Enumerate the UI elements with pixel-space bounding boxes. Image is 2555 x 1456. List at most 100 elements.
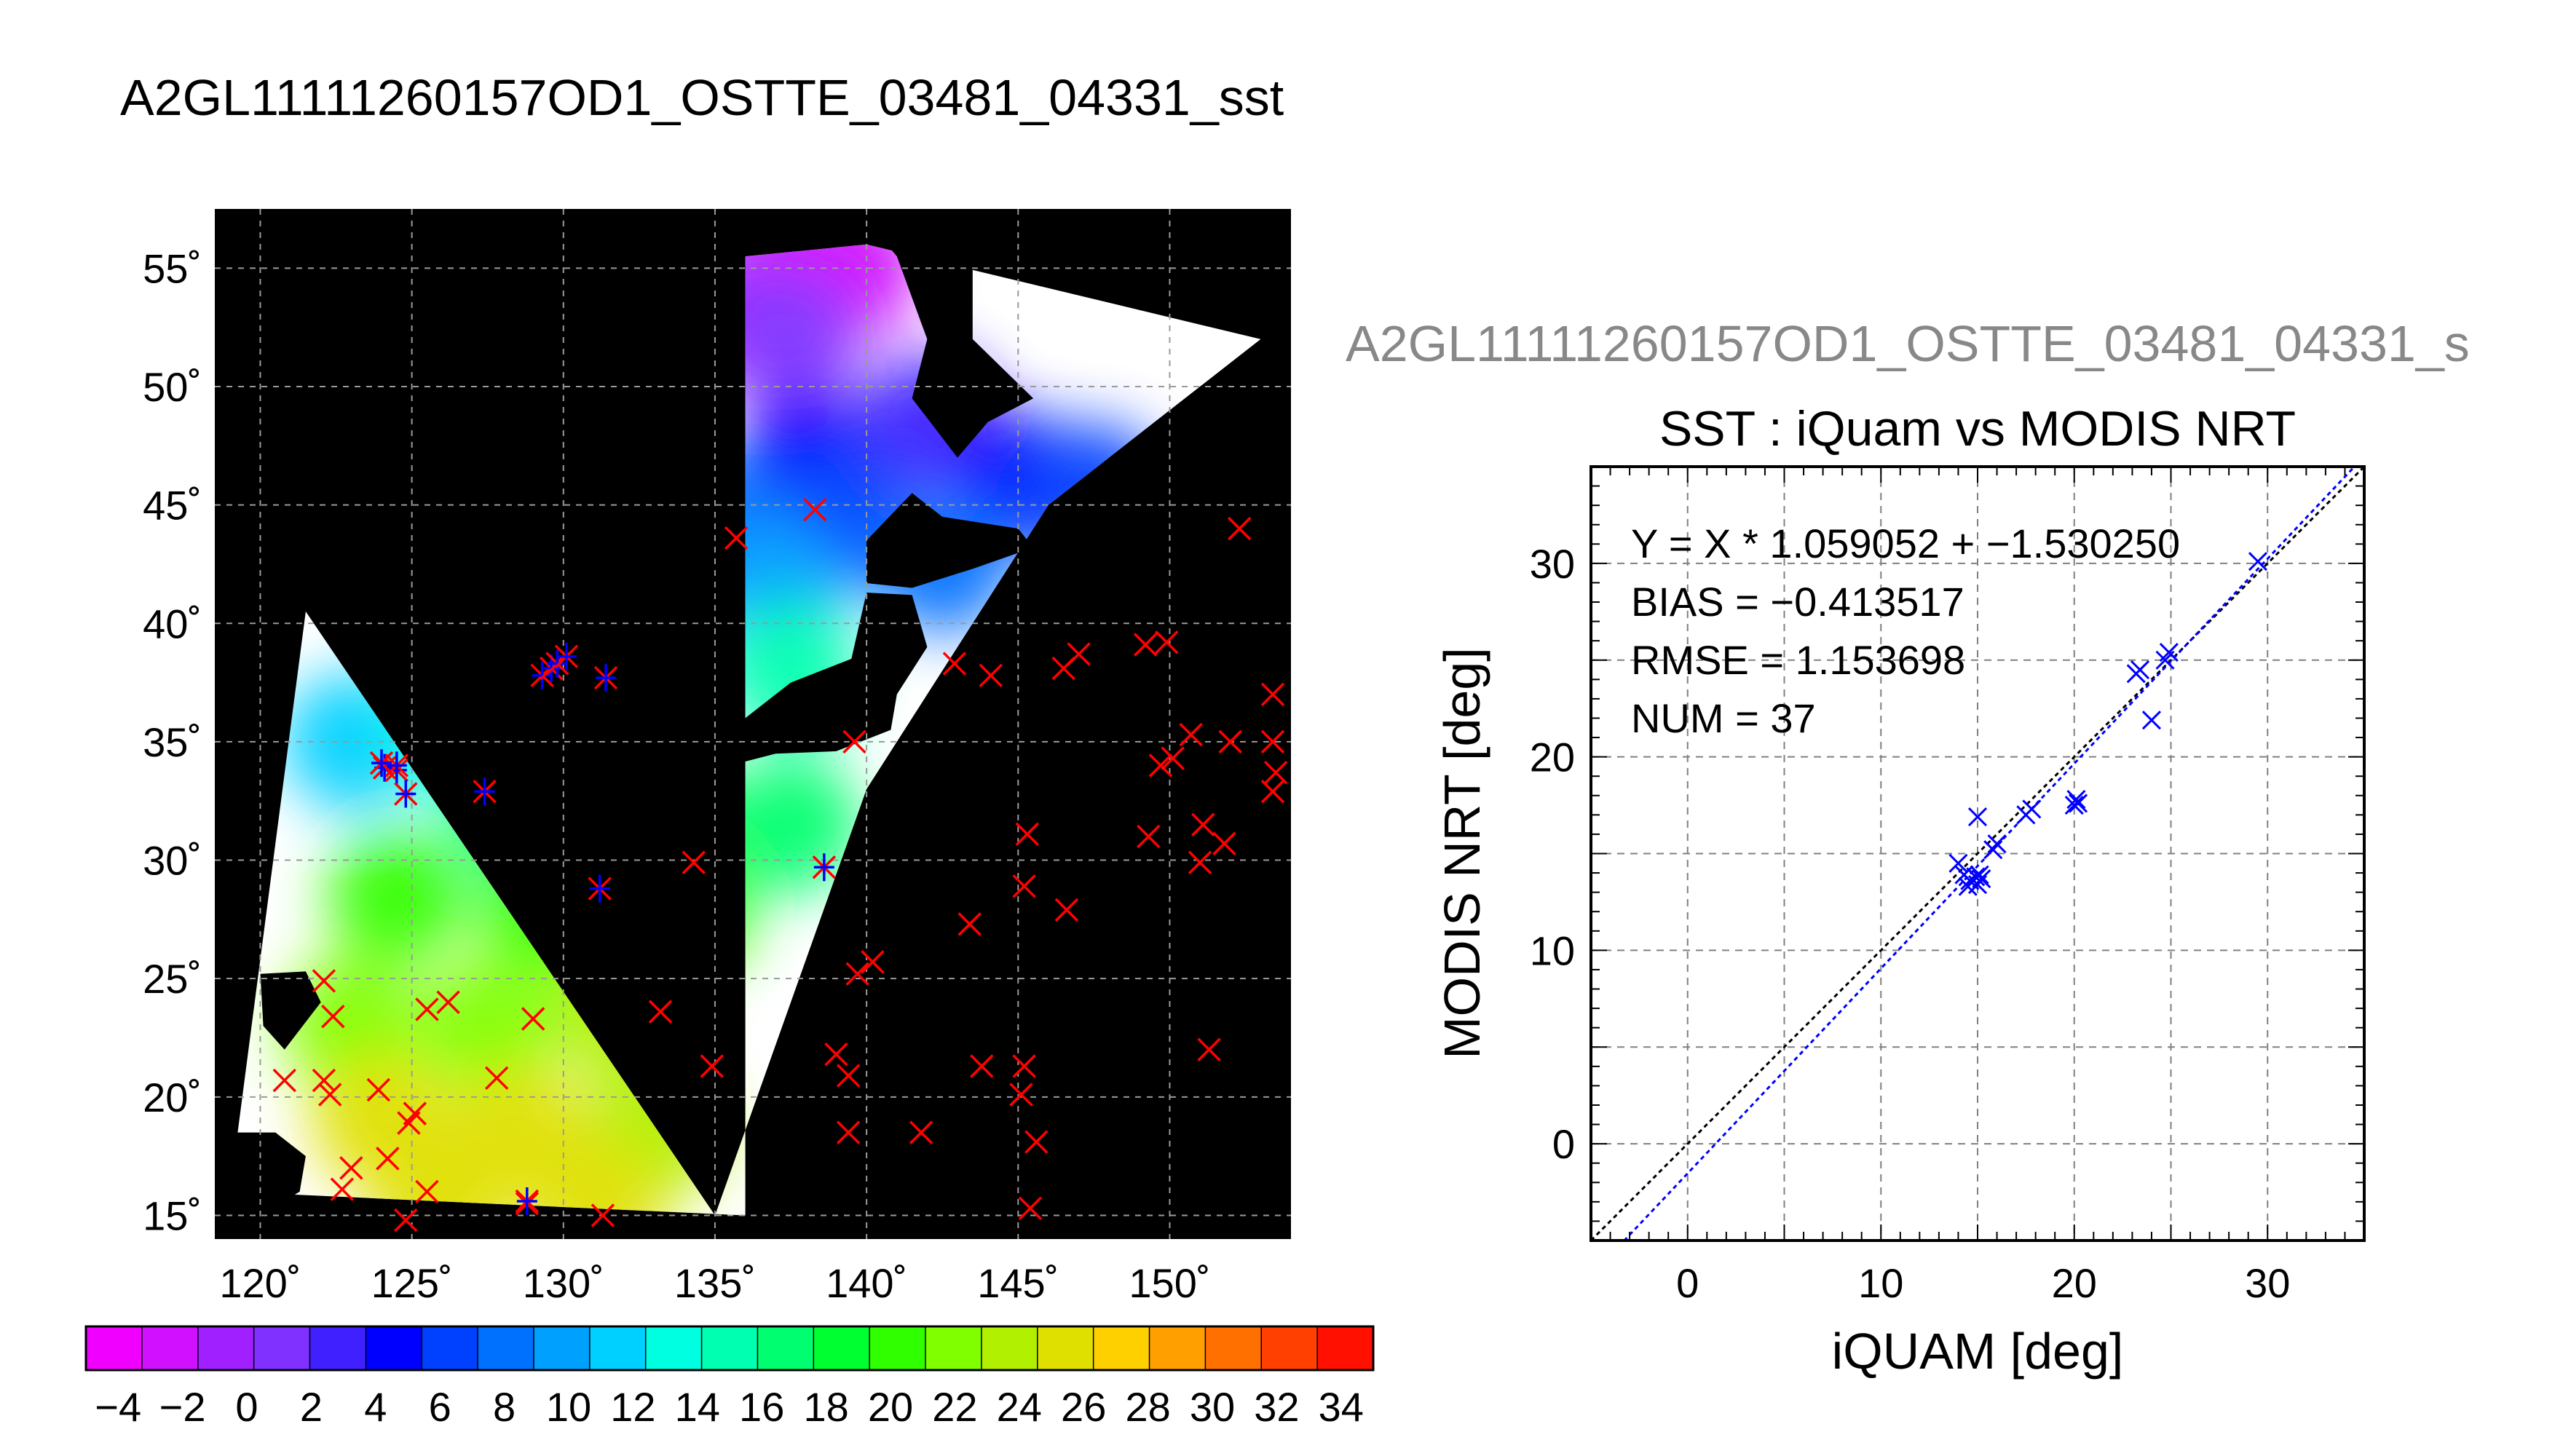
longitude-ticks: 120˚ 125˚ 130˚ 135˚ 140˚ 145˚ 150˚: [219, 1260, 1210, 1306]
matchup-marker-red: [803, 497, 827, 522]
map-x-tick-label: 120˚: [219, 1260, 301, 1306]
matchup-marker-blue: [554, 642, 579, 670]
colorbar-bin: [422, 1326, 478, 1370]
scatter-point: [2141, 711, 2162, 730]
scatter-point: [2022, 799, 2042, 819]
sst-blob: [722, 269, 861, 408]
matchup-marker-blue: [588, 874, 612, 903]
scatter-point: [2066, 790, 2086, 810]
scatter-x-tick-label: 10: [1858, 1260, 1903, 1306]
colorbar-tick-label: 28: [1125, 1384, 1170, 1430]
scatter-panel: SST : iQuam vs MODIS NRT 0 10 20 30 0 10 20 30…: [1434, 401, 2366, 1380]
matchup-marker-red: [272, 1068, 296, 1093]
colorbar-tick-label: −4: [95, 1384, 141, 1430]
latitude-ticks: 15˚ 20˚ 25˚ 30˚ 35˚ 40˚ 45˚ 50˚ 55˚: [143, 245, 202, 1238]
matchup-marker-red: [1133, 633, 1158, 657]
matchup-marker-red: [1155, 630, 1179, 654]
matchup-marker-red: [397, 1111, 421, 1135]
land-mass: [215, 1132, 306, 1216]
scatter-y-tick-label: 0: [1552, 1121, 1575, 1167]
matchup-marker-red: [957, 912, 982, 936]
matchup-marker-red: [682, 850, 706, 875]
colorbar-bin: [1261, 1326, 1318, 1370]
map-y-tick-label: 15˚: [143, 1192, 202, 1238]
land-mass: [639, 760, 703, 794]
map-y-tick-label: 45˚: [143, 483, 202, 529]
matchup-marker-red: [942, 652, 967, 676]
matchup-marker-red: [1218, 729, 1242, 754]
scatter-point: [1972, 869, 1991, 889]
matchup-marker-red: [330, 1177, 355, 1201]
matchup-marker-red: [1197, 1037, 1221, 1062]
map-x-tick-label: 150˚: [1129, 1260, 1210, 1306]
matchup-marker-red: [366, 1077, 391, 1102]
land-mass: [593, 593, 928, 766]
map-y-tick-label: 50˚: [143, 364, 202, 410]
matchup-marker-red: [1212, 831, 1236, 856]
matchup-marker-red: [339, 1156, 363, 1180]
colorbar-tick-label: 22: [932, 1384, 977, 1430]
matchup-marker-red: [861, 950, 885, 974]
sst-blob: [418, 957, 557, 1096]
scatter-title: SST : iQuam vs MODIS NRT: [1659, 401, 2296, 456]
matchup-marker-red: [591, 1203, 615, 1227]
colorbar-frame: [84, 1325, 1375, 1372]
land-mass: [215, 599, 306, 671]
scatter-annotation: BIAS = −0.413517: [1631, 579, 1964, 625]
colorbar-bin: [925, 1326, 982, 1370]
matchup-marker-red: [1067, 642, 1091, 666]
colorbar-tick-label: 10: [546, 1384, 591, 1430]
main-title: A2GL11111260157OD1_OSTTE_03481_04331_sst: [120, 69, 1284, 126]
scatter-x-tick-label: 0: [1676, 1260, 1699, 1306]
matchup-marker-blue: [473, 778, 497, 806]
scatter-x-ticks: 0 10 20 30: [1676, 1260, 2290, 1306]
land-layer: [215, 221, 1034, 1216]
matchup-marker-red: [1191, 812, 1215, 836]
scatter-point: [1987, 834, 2007, 854]
matchup-marker-red: [415, 1179, 439, 1204]
colorbar-tick-label: 2: [300, 1384, 323, 1430]
map-x-tick-label: 145˚: [977, 1260, 1059, 1306]
matchup-marker-blue: [593, 664, 618, 692]
matchup-marker-red: [1018, 1196, 1043, 1220]
colorbar-bin: [701, 1326, 759, 1370]
scatter-annotations: Y = X * 1.059052 + −1.530250 BIAS = −0.41…: [1631, 521, 2180, 741]
scatter-y-tick-label: 10: [1530, 927, 1575, 973]
colorbar-bin: [869, 1326, 926, 1370]
sst-blob: [524, 1134, 663, 1216]
matchup-marker-red: [1015, 822, 1040, 846]
colorbar-tick-label: 34: [1319, 1384, 1364, 1430]
colorbar-tick-label: 20: [868, 1384, 913, 1430]
matchup-marker-red: [436, 990, 460, 1014]
colorbar-tick-label: 14: [675, 1384, 720, 1430]
matchup-marker-red: [521, 1007, 545, 1031]
matchup-marker-blue: [812, 853, 837, 882]
matchup-marker-red: [836, 1120, 861, 1144]
colorbar-tick-label: 6: [429, 1384, 451, 1430]
colorbar-bin: [645, 1326, 703, 1370]
matchup-marker-red: [1179, 722, 1203, 747]
scatter-point: [1967, 807, 1988, 827]
fit-line: [1622, 467, 2356, 1241]
secondary-title: A2GL11111260157OD1_OSTTE_03481_04331_s: [1346, 315, 2470, 372]
colorbar-bin: [1093, 1326, 1150, 1370]
matchup-marker-red: [842, 729, 866, 754]
colorbar: −4 −2 0 2 4 6 8 10 12 14 16 18 20 22 24 26 28 30 32 34: [84, 1325, 1375, 1430]
colorbar-bin: [1037, 1326, 1094, 1370]
map-y-tick-label: 30˚: [143, 838, 202, 884]
matchup-marker-red: [1012, 1054, 1036, 1078]
matchup-marker-red: [1227, 516, 1252, 541]
matchup-marker-red: [700, 1054, 724, 1078]
scatter-point: [2130, 660, 2150, 680]
matchup-marker-red: [321, 1004, 345, 1029]
colorbar-bin: [533, 1326, 591, 1370]
map-y-tick-label: 25˚: [143, 956, 202, 1002]
scatter-points: [1948, 552, 2268, 896]
colorbar-bin: [86, 1326, 143, 1370]
matchup-marker-red: [979, 663, 1003, 688]
matchup-marker-blue: [530, 661, 554, 689]
map-x-tick-label: 135˚: [674, 1260, 756, 1306]
colorbar-bin: [813, 1326, 870, 1370]
scatter-point: [2068, 794, 2088, 813]
matchup-marker-red: [1161, 746, 1185, 770]
